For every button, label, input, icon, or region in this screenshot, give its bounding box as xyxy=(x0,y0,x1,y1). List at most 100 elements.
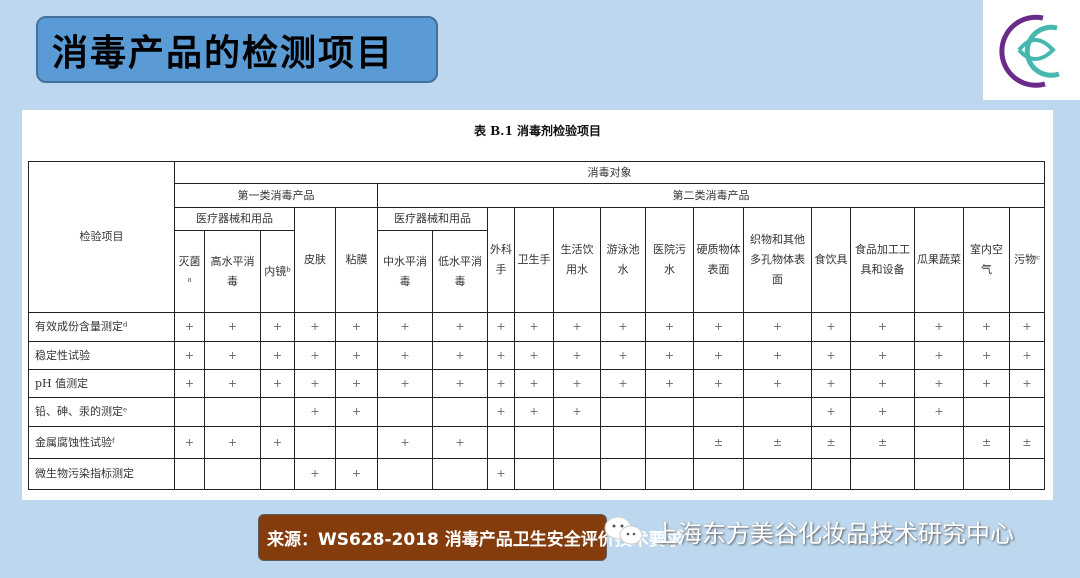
table-row: 金属腐蚀性试验ᶠ + + + + + ± ± ± ± ± ± xyxy=(28,426,1045,459)
table-cell: + xyxy=(514,312,554,342)
table-cell: + xyxy=(335,458,378,490)
table-cell: + xyxy=(260,312,295,342)
table-cell: + xyxy=(914,397,964,427)
table-cell xyxy=(645,458,694,490)
table-cell: + xyxy=(432,341,488,370)
row-label: 稳定性试验 xyxy=(28,341,175,370)
table-cell: + xyxy=(811,369,851,398)
table-cell xyxy=(600,426,646,459)
table-cell: + xyxy=(204,369,261,398)
col-header: 织物和其他多孔物体表面 xyxy=(743,207,812,313)
table-cell: + xyxy=(487,312,515,342)
table-cell: + xyxy=(377,341,433,370)
watermark-text: 上海东方美谷化妆品技术研究中心 xyxy=(654,519,1014,548)
table-cell xyxy=(204,458,261,490)
document-image: 表 B.1 消毒剂检验项目 检验项目 消毒对象 第一类消毒产品 第二类消毒产品 … xyxy=(22,110,1053,500)
table-cell: + xyxy=(260,341,295,370)
table-cell: + xyxy=(693,369,744,398)
col-header: 内镜ᵇ xyxy=(260,230,295,313)
table-cell: ± xyxy=(850,426,915,459)
table-cell xyxy=(1009,397,1045,427)
col-header: 低水平消毒 xyxy=(432,230,488,313)
table-cell: + xyxy=(204,426,261,459)
table-cell: ± xyxy=(963,426,1010,459)
source-banner: 来源：WS628-2018 消毒产品卫生安全评价技术要求 xyxy=(258,514,683,561)
table-cell: + xyxy=(963,312,1010,342)
table-cell: + xyxy=(553,397,601,427)
col-header: 中水平消毒 xyxy=(377,230,433,313)
col-header: 生活饮用水 xyxy=(553,207,601,313)
table-cell xyxy=(432,458,488,490)
col-header: 外科手 xyxy=(487,207,515,313)
table-row: 稳定性试验 + + + + + + + + + + + + + + + + + + + xyxy=(28,341,1045,370)
table-cell: + xyxy=(553,369,601,398)
table-cell: + xyxy=(487,341,515,370)
row-label: 微生物污染指标测定 xyxy=(28,458,175,490)
table-cell xyxy=(743,458,812,490)
table-cell: + xyxy=(850,312,915,342)
col-header: 瓜果蔬菜 xyxy=(914,207,964,313)
table-cell: + xyxy=(377,369,433,398)
logo-icon xyxy=(999,14,1060,88)
table-cell: + xyxy=(743,369,812,398)
table-cell: + xyxy=(645,312,694,342)
table-cell: + xyxy=(174,369,205,398)
table-cell: + xyxy=(335,312,378,342)
table-cell: + xyxy=(1009,369,1045,398)
wechat-icon xyxy=(602,513,646,549)
table-cell xyxy=(377,458,433,490)
row-label: 铅、砷、汞的测定ᵉ xyxy=(28,397,175,427)
table-cell: + xyxy=(174,312,205,342)
table-cell: + xyxy=(600,341,646,370)
table-cell: + xyxy=(553,312,601,342)
table-cell: + xyxy=(294,312,336,342)
col-header: 卫生手 xyxy=(514,207,554,313)
table-cell: + xyxy=(335,369,378,398)
table-cell: ± xyxy=(693,426,744,459)
table-cell: + xyxy=(260,426,295,459)
col-header: 室内空气 xyxy=(963,207,1010,313)
table-cell: + xyxy=(850,397,915,427)
table-cell: ± xyxy=(1009,426,1045,459)
col-header: 医院污水 xyxy=(645,207,694,313)
col-header: 灭菌ᵃ xyxy=(174,230,205,313)
table-row: 铅、砷、汞的测定ᵉ + + + + + + + + xyxy=(28,397,1045,427)
table-cell xyxy=(693,397,744,427)
table-cell: + xyxy=(743,312,812,342)
table-cell: + xyxy=(204,341,261,370)
table-row: pH 值测定 + + + + + + + + + + + + + + + + + + + xyxy=(28,369,1045,398)
table-row: 有效成份含量测定ᵈ + + + + + + + + + + + + + + + + + + + xyxy=(28,312,1045,342)
table-cell xyxy=(645,397,694,427)
header-group1: 第一类消毒产品 xyxy=(174,183,378,208)
table-cell: + xyxy=(811,312,851,342)
table-cell: + xyxy=(487,458,515,490)
header-disinfection-target: 消毒对象 xyxy=(174,161,1045,184)
table-cell xyxy=(914,426,964,459)
table-cell: + xyxy=(914,341,964,370)
table-cell xyxy=(914,458,964,490)
table-cell xyxy=(645,426,694,459)
table-cell: + xyxy=(914,369,964,398)
table-cell xyxy=(514,458,554,490)
table-cell xyxy=(174,458,205,490)
table-cell: + xyxy=(600,369,646,398)
header-medical2: 医疗器械和用品 xyxy=(377,207,488,231)
table-cell: + xyxy=(693,312,744,342)
col-header: 食品加工工具和设备 xyxy=(850,207,915,313)
table-cell: + xyxy=(294,458,336,490)
col-header: 污物ᶜ xyxy=(1009,207,1045,313)
table-cell: + xyxy=(432,426,488,459)
table-cell: + xyxy=(514,341,554,370)
table-cell: + xyxy=(914,312,964,342)
corner-header: 检验项目 xyxy=(28,161,175,313)
col-header: 游泳池水 xyxy=(600,207,646,313)
table-cell: + xyxy=(377,426,433,459)
table-cell xyxy=(600,458,646,490)
table-cell xyxy=(260,458,295,490)
table-cell: + xyxy=(335,397,378,427)
table-cell xyxy=(487,426,515,459)
table-cell: + xyxy=(1009,341,1045,370)
table-cell: + xyxy=(693,341,744,370)
table-cell: + xyxy=(204,312,261,342)
table-cell: + xyxy=(487,369,515,398)
